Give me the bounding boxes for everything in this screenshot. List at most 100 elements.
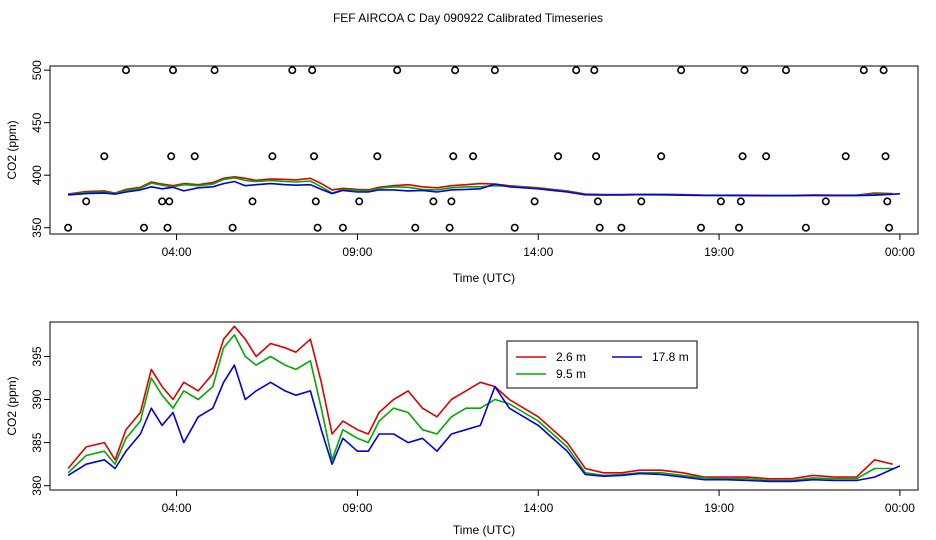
top-series-line-17-8-m bbox=[68, 180, 900, 197]
top-panel: 04:00 09:00 14:00 19:00 00:00 350 400 450 500 Ti… bbox=[5, 60, 919, 285]
series-line-2-6-m bbox=[67, 325, 893, 480]
calibration-point bbox=[451, 66, 460, 75]
calibration-point bbox=[449, 152, 458, 161]
bottom-y-tick-label: 395 bbox=[30, 346, 44, 366]
calibration-point bbox=[190, 152, 199, 161]
calibration-point bbox=[268, 152, 277, 161]
calibration-point bbox=[821, 197, 830, 206]
calibration-point bbox=[696, 223, 705, 232]
bottom-y-axis-label: CO2 (ppm) bbox=[5, 376, 19, 435]
calibration-point bbox=[140, 223, 149, 232]
calibration-point bbox=[530, 197, 539, 206]
calibration-point bbox=[288, 66, 297, 75]
calibration-point bbox=[158, 197, 167, 206]
calibration-point bbox=[210, 66, 219, 75]
calibration-point bbox=[100, 152, 109, 161]
calibration-point bbox=[736, 197, 745, 206]
calibration-point bbox=[373, 152, 382, 161]
top-x-axis-label: Time (UTC) bbox=[453, 271, 515, 285]
calibration-point bbox=[716, 197, 725, 206]
calibration-point bbox=[859, 66, 868, 75]
top-y-axis-label: CO2 (ppm) bbox=[5, 120, 19, 179]
calibration-point bbox=[311, 197, 320, 206]
top-y-tick-label: 350 bbox=[30, 217, 44, 237]
bottom-y-tick-label: 390 bbox=[30, 389, 44, 409]
bottom-y-tick-label: 385 bbox=[30, 432, 44, 452]
calibration-point bbox=[677, 66, 686, 75]
calibration-point bbox=[885, 223, 894, 232]
legend-label-2-6m: 2.6 m bbox=[556, 350, 586, 364]
calibration-point bbox=[248, 197, 257, 206]
top-y-tick-label: 450 bbox=[30, 112, 44, 132]
legend-label-17-8m: 17.8 m bbox=[652, 350, 689, 364]
legend-label-9-5m: 9.5 m bbox=[556, 367, 586, 381]
calibration-point bbox=[411, 223, 420, 232]
calibration-point bbox=[165, 197, 174, 206]
calibration-point bbox=[122, 66, 131, 75]
calibration-point bbox=[801, 223, 810, 232]
calibration-point bbox=[64, 223, 73, 232]
calibration-point bbox=[469, 152, 478, 161]
bottom-x-axis-label: Time (UTC) bbox=[453, 523, 515, 537]
calibration-point bbox=[228, 223, 237, 232]
calibration-point bbox=[169, 66, 178, 75]
calibration-point bbox=[167, 152, 176, 161]
bottom-plot-frame bbox=[49, 321, 919, 491]
calibration-point bbox=[881, 152, 890, 161]
bottom-axis-ticks: 04:00 09:00 14:00 19:00 00:00 380 385 390 395 bbox=[30, 346, 915, 515]
bottom-x-tick-label: 19:00 bbox=[704, 501, 734, 515]
calibration-points bbox=[64, 66, 894, 232]
calibration-point bbox=[734, 223, 743, 232]
calibration-point bbox=[595, 223, 604, 232]
calibration-point bbox=[781, 66, 790, 75]
calibration-point bbox=[447, 197, 456, 206]
bottom-x-tick-label: 09:00 bbox=[342, 501, 372, 515]
calibration-point bbox=[393, 66, 402, 75]
top-axis-ticks: 04:00 09:00 14:00 19:00 00:00 350 400 450 500 bbox=[30, 60, 915, 259]
calibration-point bbox=[82, 197, 91, 206]
calibration-point bbox=[762, 152, 771, 161]
calibration-point bbox=[590, 66, 599, 75]
calibration-point bbox=[510, 223, 519, 232]
top-y-tick-label: 400 bbox=[30, 165, 44, 185]
bottom-y-tick-label: 380 bbox=[30, 475, 44, 495]
bottom-x-tick-label: 04:00 bbox=[162, 501, 192, 515]
calibration-point bbox=[429, 197, 438, 206]
calibration-point bbox=[617, 223, 626, 232]
calibration-point bbox=[572, 66, 581, 75]
legend: 2.6 m 9.5 m 17.8 m bbox=[506, 340, 698, 389]
calibration-point bbox=[657, 152, 666, 161]
bottom-panel: 04:00 09:00 14:00 19:00 00:00 380 385 390 395 Ti… bbox=[5, 321, 919, 537]
chart-title: FEF AIRCOA C Day 090922 Calibrated Times… bbox=[333, 11, 603, 25]
top-series-lines bbox=[67, 176, 900, 197]
calibration-point bbox=[313, 223, 322, 232]
calibration-point bbox=[490, 66, 499, 75]
calibration-point bbox=[592, 152, 601, 161]
calibration-point bbox=[355, 197, 364, 206]
top-y-tick-label: 500 bbox=[30, 60, 44, 80]
top-x-tick-label: 14:00 bbox=[523, 245, 553, 259]
calibration-point bbox=[308, 66, 317, 75]
calibration-point bbox=[637, 197, 646, 206]
bottom-x-tick-label: 14:00 bbox=[523, 501, 553, 515]
calibration-point bbox=[309, 152, 318, 161]
top-x-tick-label: 19:00 bbox=[704, 245, 734, 259]
calibration-point bbox=[740, 66, 749, 75]
top-plot-frame bbox=[49, 65, 919, 235]
top-series-line-9-5-m bbox=[68, 177, 893, 197]
calibration-point bbox=[593, 197, 602, 206]
calibration-point bbox=[445, 223, 454, 232]
calibration-point bbox=[883, 197, 892, 206]
series-line-9-5-m bbox=[67, 334, 893, 482]
calibration-point bbox=[163, 223, 172, 232]
top-x-tick-label: 04:00 bbox=[162, 245, 192, 259]
bottom-x-tick-label: 00:00 bbox=[885, 501, 915, 515]
legend-box bbox=[506, 340, 698, 389]
calibration-point bbox=[841, 152, 850, 161]
top-x-tick-label: 00:00 bbox=[885, 245, 915, 259]
calibration-point bbox=[554, 152, 563, 161]
calibration-point bbox=[338, 223, 347, 232]
top-x-tick-label: 09:00 bbox=[342, 245, 372, 259]
calibration-point bbox=[879, 66, 888, 75]
